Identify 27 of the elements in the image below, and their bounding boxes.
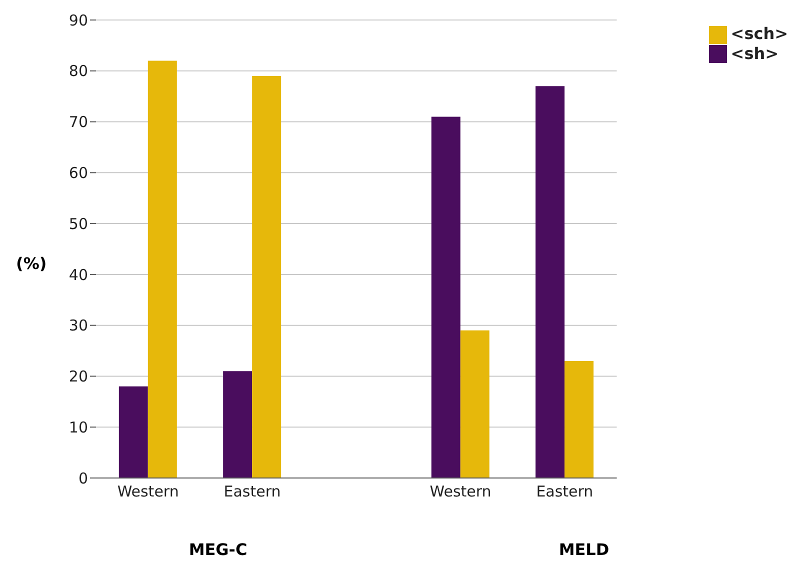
y-tick-label: 80 — [68, 62, 88, 80]
y-tick-label: 20 — [68, 368, 88, 386]
bar — [460, 330, 490, 478]
bar — [252, 76, 282, 478]
bar — [564, 360, 594, 478]
bar — [536, 86, 565, 478]
x-tick-label: Eastern — [224, 482, 281, 501]
x-tick-label: Western — [117, 482, 179, 501]
y-tick-label: 50 — [68, 214, 88, 233]
x-tick-label: Eastern — [536, 482, 594, 501]
legend-label: <sh> — [730, 44, 779, 63]
y-tick-label: 40 — [68, 266, 88, 284]
y-tick-label: 60 — [68, 164, 88, 182]
legend-label: <sch> — [730, 24, 788, 43]
bar — [148, 60, 177, 478]
y-tick-label: 90 — [68, 11, 88, 30]
text: MELD — [558, 540, 610, 559]
x-tick-label: Western — [430, 482, 492, 501]
bar — [118, 386, 148, 478]
bar — [431, 116, 460, 478]
text: MEG-C — [188, 540, 248, 559]
y-tick-label: 10 — [68, 418, 88, 436]
y-tick-label: 0 — [78, 469, 88, 488]
y-axis-title: (%) — [16, 254, 47, 273]
y-tick-label: 70 — [68, 113, 88, 132]
y-tick-label: 30 — [68, 316, 88, 335]
bar — [223, 371, 252, 478]
